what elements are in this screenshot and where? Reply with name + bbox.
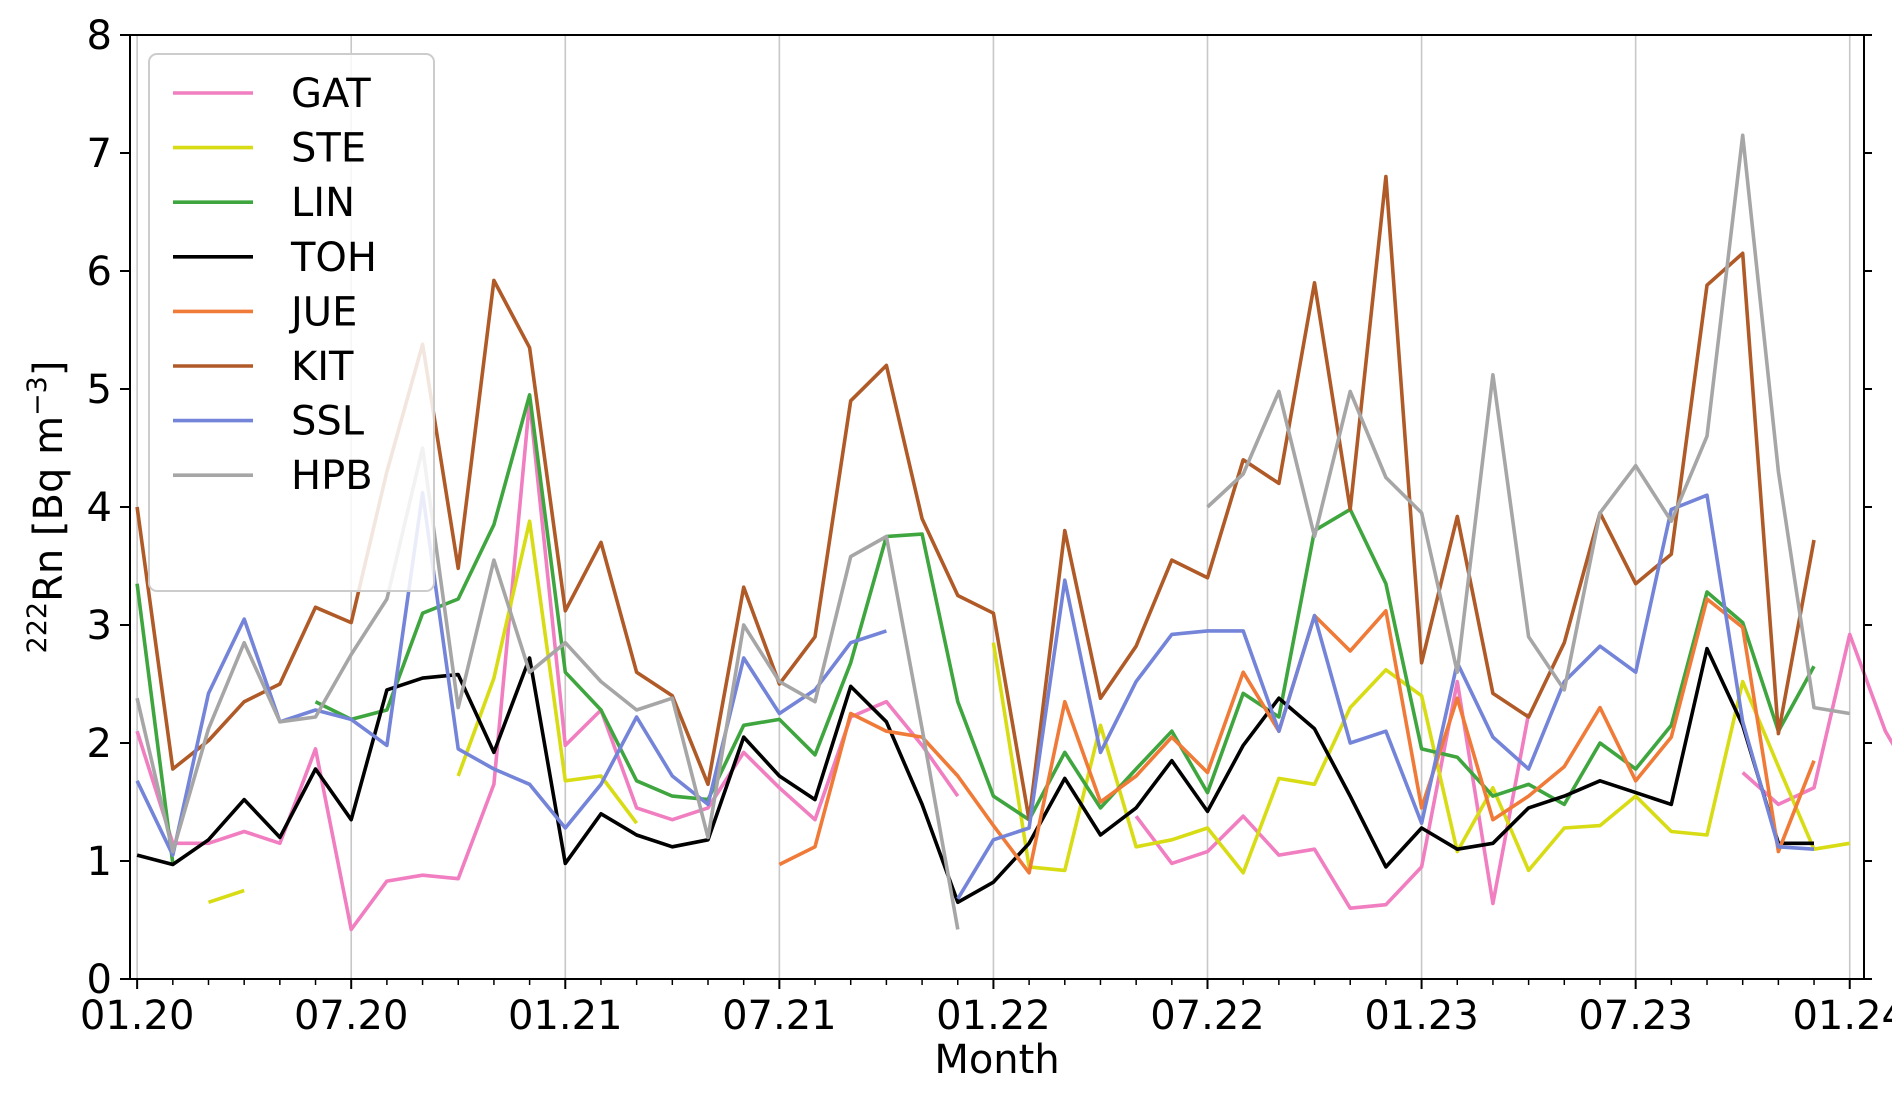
legend-label: TOH (290, 235, 377, 281)
y-axis-label-exponent: −3 (22, 376, 53, 416)
series-line-segment (1206, 133, 1850, 716)
legend-item: KIT (173, 344, 354, 390)
y-tick-label: 7 (87, 131, 112, 177)
legend-item: TOH (173, 235, 377, 281)
x-tick-label: 07.21 (722, 993, 837, 1039)
y-axis-label: 222Rn [Bq m−3] (22, 361, 72, 654)
series-line-segment (456, 519, 639, 825)
legend-item: LIN (173, 180, 355, 226)
legend-label: KIT (291, 344, 354, 390)
y-tick-label: 4 (87, 485, 112, 531)
x-tick-label: 07.23 (1578, 993, 1693, 1039)
x-tick-label: 01.21 (508, 993, 623, 1039)
series-line-segment (207, 888, 245, 905)
y-tick-label: 5 (87, 367, 112, 413)
legend-item: JUE (173, 289, 357, 335)
series-line-segment (135, 490, 887, 857)
legend-item: SSL (173, 399, 365, 445)
y-axis-label-close: ] (26, 361, 72, 377)
legend-label: LIN (291, 180, 355, 226)
series-line-segment (314, 393, 1816, 822)
series-jue (778, 597, 1816, 875)
series-line-segment (991, 642, 1850, 875)
x-tick-label: 01.23 (1364, 993, 1479, 1039)
x-tick-label: 01.24 (1792, 993, 1892, 1039)
legend-item: GAT (173, 71, 371, 117)
x-axis-label: Month (934, 1037, 1059, 1083)
y-tick-label: 1 (87, 839, 112, 885)
y-tick-label: 3 (87, 603, 112, 649)
legend-label: SSL (291, 399, 365, 445)
series-line-segment (1741, 632, 1892, 807)
x-tick-label: 01.22 (936, 993, 1051, 1039)
series-line-segment (956, 493, 1815, 900)
series-toh (136, 646, 1814, 905)
series-line-segment (778, 597, 1816, 875)
series-lin (135, 393, 1816, 864)
series-hpb (135, 133, 1850, 930)
x-tick-label: 01.20 (80, 993, 195, 1039)
legend-label: JUE (288, 289, 357, 335)
x-tick-label: 07.20 (294, 993, 409, 1039)
series-layer (135, 133, 1892, 932)
legend-item: STE (173, 126, 366, 172)
y-axis-label-isotope: 222 (22, 602, 53, 654)
y-tick-label: 2 (87, 721, 112, 767)
series-line-segment (135, 446, 960, 930)
series-ssl (135, 490, 1815, 900)
legend-label: HPB (291, 453, 373, 499)
y-tick-label: 8 (87, 13, 112, 59)
series-line-segment (135, 583, 175, 864)
y-tick-label: 0 (87, 957, 112, 1003)
axis-layer: 01.20 07.20 01.21 07.21 01.22 07.22 01.23 07.23… (80, 13, 1892, 1039)
series-line-segment (136, 646, 1814, 905)
x-tick-label: 07.22 (1150, 993, 1265, 1039)
legend-box (148, 53, 435, 592)
legend-label: STE (291, 126, 366, 172)
y-axis-label-main: Rn [Bq m (26, 416, 72, 602)
series-line-segment (135, 398, 960, 932)
series-ste (207, 519, 1850, 905)
legend-item: HPB (173, 453, 373, 499)
legend: GAT STE LIN TOH JUE KIT SSL HPB (148, 53, 435, 592)
legend-label: GAT (291, 71, 371, 117)
y-tick-label: 6 (87, 249, 112, 295)
